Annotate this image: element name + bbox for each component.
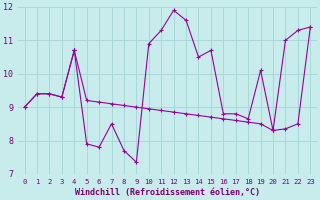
X-axis label: Windchill (Refroidissement éolien,°C): Windchill (Refroidissement éolien,°C): [75, 188, 260, 197]
